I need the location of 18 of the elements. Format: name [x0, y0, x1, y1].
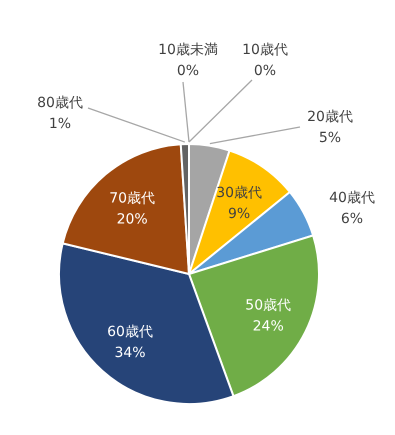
slice-label: 80歳代 — [37, 95, 83, 111]
data-label: 9% — [228, 206, 250, 222]
text: 0% — [176, 63, 200, 79]
category-label: 10歳代 — [242, 42, 288, 58]
slice-label: 60歳代 — [107, 324, 153, 340]
data-label: 34% — [114, 344, 146, 361]
data-label: 1% — [48, 116, 72, 132]
slice-label: 30歳代 — [216, 185, 262, 202]
data-label: 20% — [116, 211, 148, 228]
data-label: 24% — [252, 318, 284, 334]
slice-label: 70歳代 — [109, 190, 156, 206]
text: 0% — [254, 63, 276, 79]
data-label: 5% — [318, 130, 342, 146]
data-label: 6% — [340, 211, 364, 227]
category-label: 10歳未満 — [158, 42, 218, 58]
slice-label: 40歳代 — [329, 190, 375, 206]
slice-label: 50歳代 — [245, 297, 292, 314]
slice-label: 20歳代 — [307, 109, 353, 125]
